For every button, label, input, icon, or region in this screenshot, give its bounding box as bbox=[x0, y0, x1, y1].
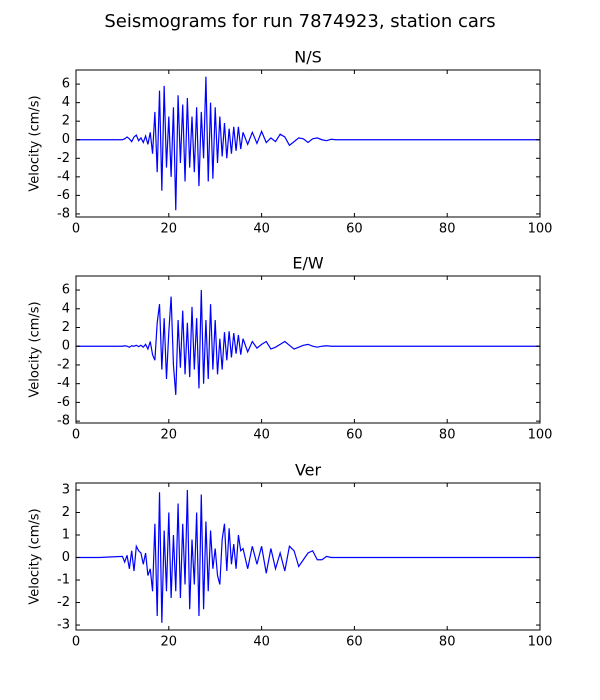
y-tick-label: -2 bbox=[57, 595, 70, 610]
y-tick-label: -2 bbox=[57, 151, 70, 166]
subplot-title: E/W bbox=[292, 254, 324, 273]
y-axis-label: Velocity (cm/s) bbox=[28, 95, 43, 191]
y-tick-label: -6 bbox=[57, 395, 70, 410]
axes-frame bbox=[75, 275, 541, 424]
y-tick-label: 1 bbox=[62, 528, 70, 543]
x-tick-label: 40 bbox=[253, 635, 270, 650]
y-tick-label: 4 bbox=[62, 95, 70, 110]
y-tick-label: -4 bbox=[57, 169, 70, 184]
subplot-title: Ver bbox=[295, 461, 322, 480]
y-tick-label: -3 bbox=[57, 618, 70, 633]
x-tick-label: 0 bbox=[72, 222, 80, 237]
y-tick-label: 6 bbox=[62, 283, 70, 298]
subplot-title: N/S bbox=[294, 48, 322, 67]
y-tick-label: 0 bbox=[62, 550, 70, 565]
x-tick-label: 60 bbox=[346, 635, 363, 650]
trace bbox=[76, 290, 540, 395]
x-tick-label: 80 bbox=[439, 635, 456, 650]
x-tick-label: 60 bbox=[346, 222, 363, 237]
x-tick-label: 20 bbox=[161, 635, 178, 650]
x-tick-label: 20 bbox=[161, 428, 178, 443]
y-tick-label: -2 bbox=[57, 357, 70, 372]
x-tick-label: 40 bbox=[253, 222, 270, 237]
axes-frame bbox=[75, 482, 541, 631]
y-tick-label: 2 bbox=[62, 114, 70, 129]
x-tick-label: 0 bbox=[72, 635, 80, 650]
y-tick-label: 3 bbox=[62, 482, 70, 497]
y-tick-label: 0 bbox=[62, 339, 70, 354]
y-tick-label: -6 bbox=[57, 188, 70, 203]
x-tick-label: 60 bbox=[346, 428, 363, 443]
x-tick-label: 100 bbox=[528, 635, 553, 650]
y-tick-label: 0 bbox=[62, 132, 70, 147]
y-tick-label: 2 bbox=[62, 505, 70, 520]
y-axis-label: Velocity (cm/s) bbox=[28, 301, 43, 397]
y-axis-label: Velocity (cm/s) bbox=[28, 508, 43, 604]
x-tick-label: 100 bbox=[528, 222, 553, 237]
x-tick-label: 80 bbox=[439, 222, 456, 237]
y-tick-label: -4 bbox=[57, 376, 70, 391]
y-tick-label: -8 bbox=[57, 206, 70, 221]
trace bbox=[76, 76, 540, 211]
figure-title: Seismograms for run 7874923, station car… bbox=[104, 11, 495, 32]
y-tick-label: 6 bbox=[62, 77, 70, 92]
trace bbox=[76, 489, 540, 623]
x-tick-label: 40 bbox=[253, 428, 270, 443]
y-tick-label: 4 bbox=[62, 301, 70, 316]
y-tick-label: -8 bbox=[57, 414, 70, 429]
x-tick-label: 20 bbox=[161, 222, 178, 237]
x-tick-label: 80 bbox=[439, 428, 456, 443]
x-tick-label: 100 bbox=[528, 428, 553, 443]
x-tick-label: 0 bbox=[72, 428, 80, 443]
axes-frame bbox=[75, 69, 541, 218]
y-tick-label: 2 bbox=[62, 320, 70, 335]
y-tick-label: -1 bbox=[57, 573, 70, 588]
